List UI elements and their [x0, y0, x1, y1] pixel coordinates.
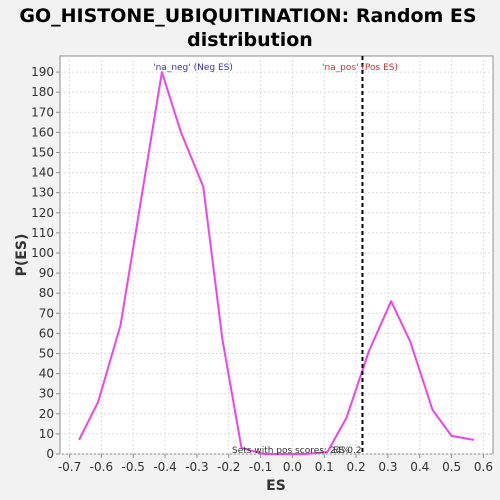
x-tick-label: -0.1 — [249, 460, 272, 474]
y-tick-label: 170 — [31, 105, 54, 119]
y-axis-label: P(ES) — [14, 234, 30, 277]
series-line — [78, 71, 475, 455]
x-tick-label: -0.7 — [58, 460, 81, 474]
y-tick-label: 100 — [31, 246, 54, 260]
pos-es-label: 'na_pos' (Pos ES) — [322, 63, 398, 73]
y-tick-label: 110 — [31, 226, 54, 240]
y-tick-label: 90 — [39, 266, 54, 280]
pos-scores-text: Sets with pos scores: 24% — [232, 446, 350, 456]
y-tick-label: 120 — [31, 206, 54, 220]
x-tick-label: 0.0 — [283, 460, 302, 474]
y-tick-label: 130 — [31, 186, 54, 200]
chart-title-line1: GO_HISTONE_UBIQUITINATION: Random ES — [19, 5, 476, 27]
series — [78, 71, 475, 455]
neg-es-label: 'na_neg' (Neg ES) — [153, 63, 233, 73]
y-tick-label: 10 — [39, 427, 54, 441]
y-tick-label: 190 — [31, 65, 54, 79]
chart-title-line2: distribution — [187, 29, 313, 51]
y-tick-label: 150 — [31, 145, 54, 159]
axes: 0 10 20 30 40 50 60 70 80 90 100 110 120 130 140 150 160… — [31, 65, 493, 474]
x-tick-label: 0.3 — [378, 460, 397, 474]
x-tick-label: 0.2 — [347, 460, 366, 474]
y-tick-label: 160 — [31, 125, 54, 139]
x-tick-label: 0.1 — [315, 460, 334, 474]
y-tick-label: 70 — [39, 306, 54, 320]
y-tick-label: 40 — [39, 367, 54, 381]
y-tick-label: 50 — [39, 346, 54, 360]
y-tick-label: 0 — [46, 447, 54, 461]
grid — [60, 56, 493, 455]
x-tick-label: -0.4 — [153, 460, 176, 474]
y-tick-label: 180 — [31, 85, 54, 99]
y-tick-label: 60 — [39, 326, 54, 340]
x-tick-label: 0.4 — [410, 460, 429, 474]
y-tick-label: 80 — [39, 286, 54, 300]
x-tick-label: -0.2 — [217, 460, 240, 474]
es-value-label: ES 0.2 — [333, 446, 362, 456]
x-tick-label: -0.3 — [185, 460, 208, 474]
x-tick-label: -0.6 — [90, 460, 113, 474]
x-axis-label: ES — [266, 478, 286, 494]
x-tick-label: 0.5 — [442, 460, 461, 474]
x-tick-label: -0.5 — [122, 460, 145, 474]
y-tick-label: 30 — [39, 387, 54, 401]
y-tick-label: 20 — [39, 407, 54, 421]
y-tick-label: 140 — [31, 166, 54, 180]
x-tick-label: 0.6 — [474, 460, 493, 474]
